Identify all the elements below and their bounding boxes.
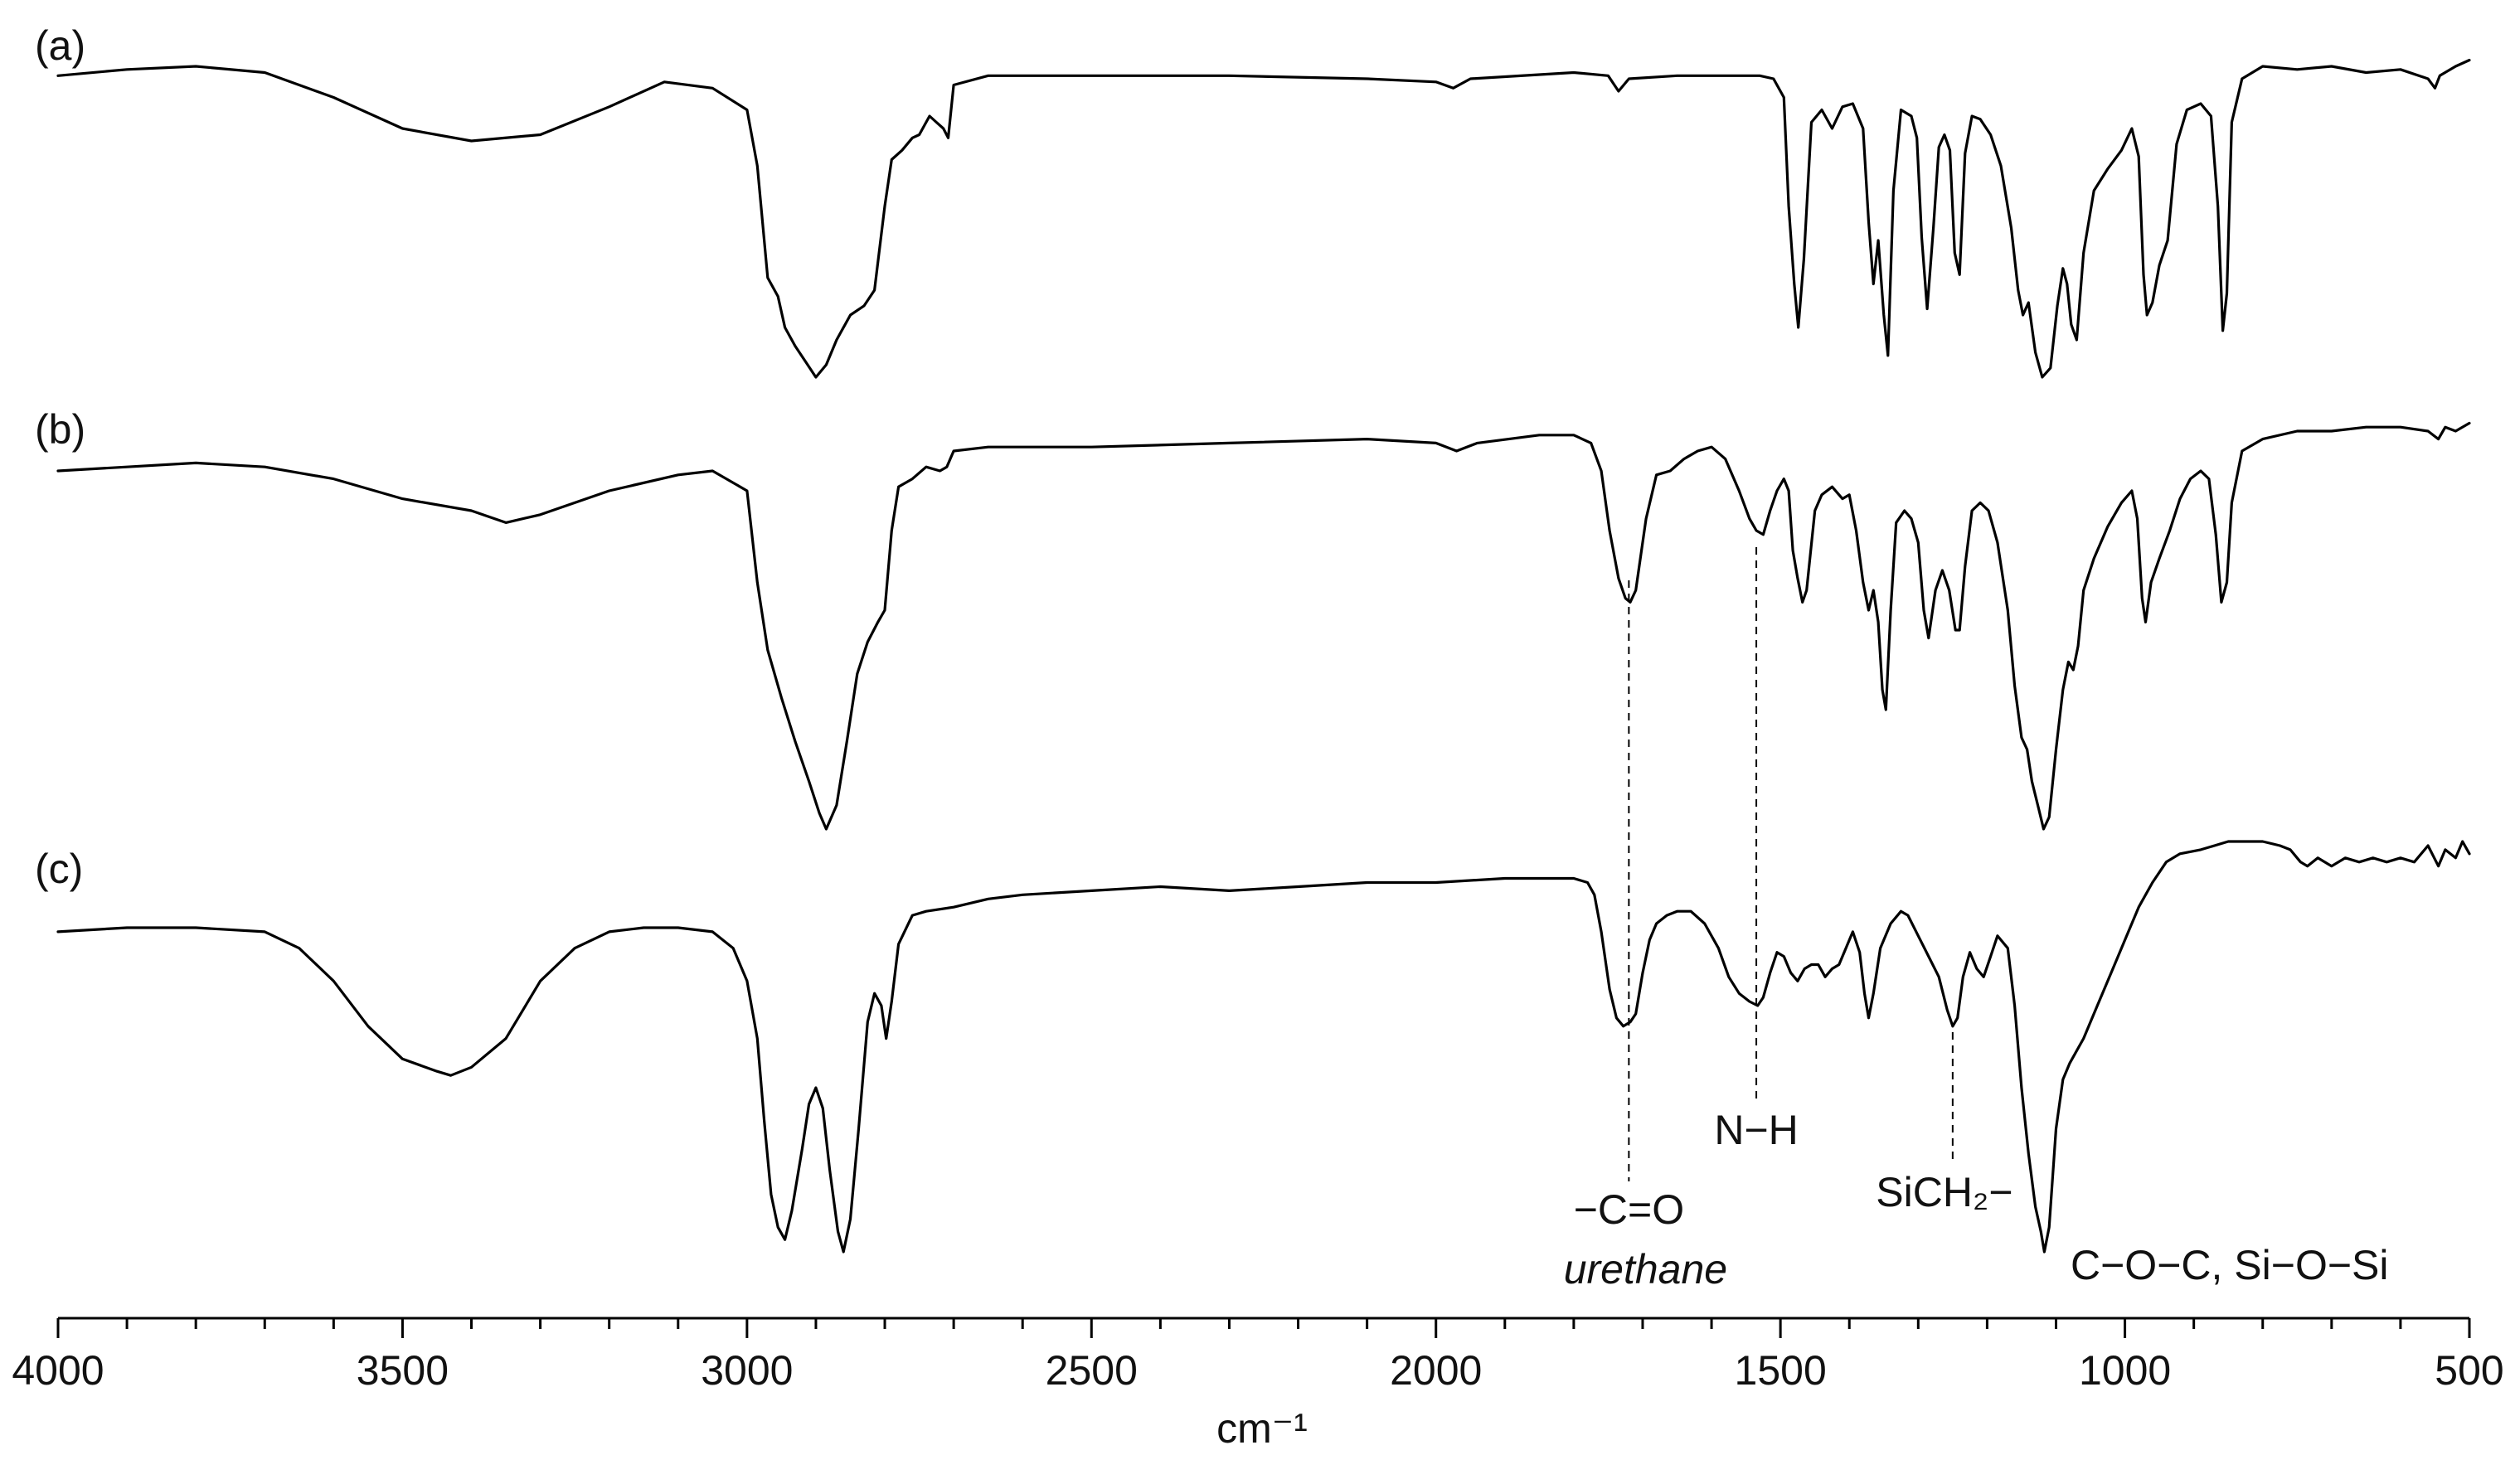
annotation-sich2: SiCH₂− <box>1876 1169 2012 1215</box>
x-tick-label: 3000 <box>701 1347 793 1394</box>
annotations: −C=O urethane N−H SiCH₂− C−O−C, Si−O−Si <box>1564 1107 2389 1292</box>
annotation-nh: N−H <box>1714 1107 1798 1153</box>
annotation-coc-sios: C−O−C, Si−O−Si <box>2071 1242 2389 1288</box>
panel-label-a: (a) <box>35 22 85 69</box>
x-tick-label: 1500 <box>1735 1347 1827 1394</box>
x-axis-label: cm⁻¹ <box>1216 1405 1308 1452</box>
panel-labels: (a) (b) (c) <box>35 22 85 892</box>
spectrum-b <box>56 421 2471 831</box>
x-axis-ticks <box>56 1318 2471 1338</box>
x-tick-label: 4000 <box>12 1347 104 1394</box>
annotation-carbonyl: −C=O <box>1574 1186 1684 1233</box>
annotation-carbonyl-urethane: urethane <box>1564 1246 1727 1292</box>
annotation-guides <box>1628 547 1954 1181</box>
x-axis: 4000 3500 3000 2500 2000 1500 1000 500 cm⁻¹ <box>12 1317 2504 1452</box>
x-tick-label: 2500 <box>1046 1347 1138 1394</box>
x-axis-tick-labels: 4000 3500 3000 2500 2000 1500 1000 500 <box>12 1347 2503 1394</box>
x-tick-label: 1000 <box>2079 1347 2171 1394</box>
spectrum-a <box>56 58 2471 379</box>
panel-label-b: (b) <box>35 406 85 453</box>
panel-label-c: (c) <box>35 846 83 892</box>
x-tick-label: 500 <box>2435 1347 2503 1394</box>
spectrum-c <box>56 840 2471 1254</box>
spectra-layer <box>56 58 2471 1254</box>
x-tick-label: 3500 <box>357 1347 449 1394</box>
x-tick-label: 2000 <box>1390 1347 1482 1394</box>
